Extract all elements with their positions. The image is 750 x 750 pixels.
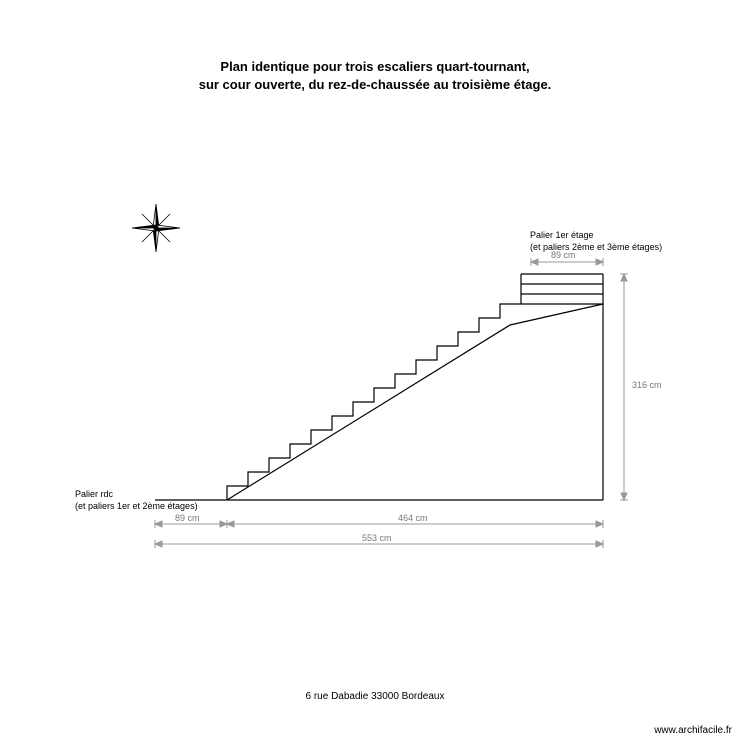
- dim-bottom-landing: 89 cm: [175, 513, 200, 523]
- footer-url: www.archifacile.fr: [654, 725, 732, 736]
- dim-bottom-run: 464 cm: [398, 513, 428, 523]
- dim-bottom-total: 553 cm: [362, 533, 392, 543]
- note-top-landing: Palier 1er étage (et paliers 2ème et 3èm…: [530, 230, 662, 253]
- staircase-diagram: [0, 0, 750, 750]
- footer-address: 6 rue Dabadie 33000 Bordeaux: [0, 691, 750, 702]
- note-bottom-line1: Palier rdc: [75, 489, 113, 499]
- note-top-line2: (et paliers 2ème et 3ème étages): [530, 242, 662, 252]
- note-top-line1: Palier 1er étage: [530, 230, 594, 240]
- note-bottom-line2: (et paliers 1er et 2ème étages): [75, 501, 198, 511]
- dim-right-height: 316 cm: [632, 380, 662, 390]
- note-bottom-landing: Palier rdc (et paliers 1er et 2ème étage…: [75, 489, 198, 512]
